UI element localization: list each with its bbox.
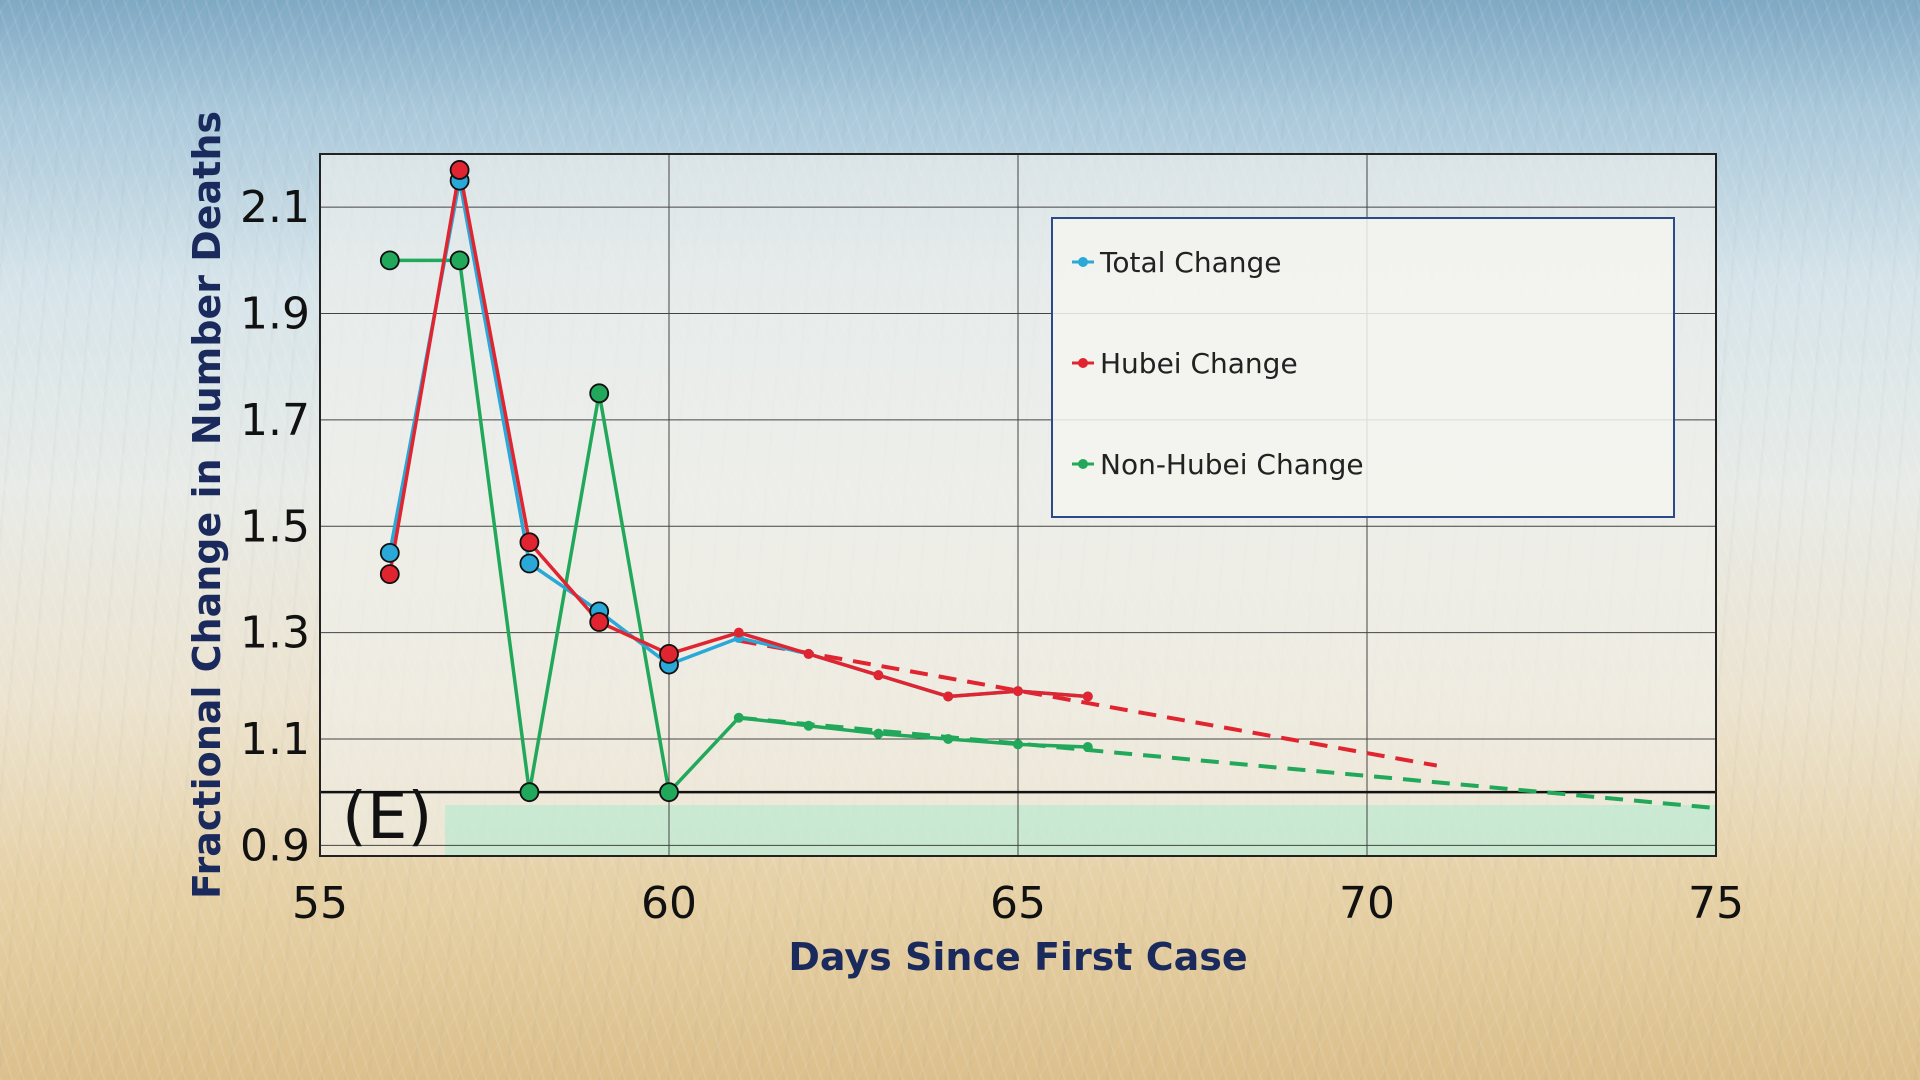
trend-line bbox=[738, 715, 1717, 811]
data-point bbox=[519, 782, 540, 803]
below-one-band bbox=[445, 805, 1716, 856]
plot-frame bbox=[319, 153, 1717, 857]
y-tick-label: 1.9 bbox=[240, 289, 310, 340]
data-point bbox=[733, 627, 744, 638]
data-point bbox=[733, 712, 744, 723]
data-point bbox=[943, 734, 954, 744]
data-point bbox=[803, 720, 814, 731]
x-tick-label: 55 bbox=[292, 878, 348, 929]
data-point bbox=[519, 532, 540, 553]
data-point bbox=[873, 728, 884, 739]
data-point bbox=[1013, 686, 1023, 697]
data-point bbox=[449, 250, 470, 271]
data-point bbox=[589, 383, 610, 404]
y-tick-label: 0.9 bbox=[240, 820, 310, 871]
legend-item-total: Total Change bbox=[1072, 246, 1282, 279]
trend-line bbox=[738, 638, 1438, 768]
legend-item-hubei: Hubei Change bbox=[1072, 347, 1298, 380]
x-axis-label: Days Since First Case bbox=[788, 935, 1247, 979]
data-series bbox=[379, 160, 1093, 803]
legend-marker-total bbox=[1078, 257, 1088, 267]
data-point bbox=[589, 612, 610, 632]
legend-item-non-hubei: Non-Hubei Change bbox=[1072, 448, 1364, 481]
panel-label: (E) bbox=[342, 780, 432, 854]
data-point bbox=[379, 542, 400, 563]
x-tick-label: 60 bbox=[641, 878, 697, 929]
legend-marker-hubei bbox=[1078, 358, 1088, 368]
legend-marker-non-hubei bbox=[1078, 459, 1088, 469]
data-point bbox=[659, 782, 679, 803]
data-point bbox=[1013, 739, 1023, 750]
data-point bbox=[943, 691, 954, 702]
data-point bbox=[379, 564, 400, 585]
trend-lines bbox=[738, 638, 1717, 811]
data-point bbox=[519, 553, 540, 574]
data-point bbox=[659, 644, 679, 664]
data-point bbox=[449, 160, 470, 180]
tick-labels: 55 60 65 70 75 0.9 1.1 1.3 1.5 1.7 1.9 2.1 bbox=[240, 182, 1744, 929]
y-tick-label: 1.3 bbox=[240, 608, 310, 659]
data-point bbox=[873, 670, 884, 681]
x-tick-label: 65 bbox=[990, 878, 1046, 929]
legend: Total Change Hubei Change Non-Hubei Chan… bbox=[1051, 217, 1675, 518]
legend-label-non-hubei: Non-Hubei Change bbox=[1100, 448, 1364, 481]
y-tick-label: 1.5 bbox=[240, 501, 310, 552]
x-tick-label: 75 bbox=[1688, 878, 1744, 929]
y-tick-label: 1.7 bbox=[240, 395, 310, 446]
x-tick-label: 70 bbox=[1339, 878, 1395, 929]
y-tick-label: 2.1 bbox=[240, 182, 310, 233]
legend-label-hubei: Hubei Change bbox=[1100, 347, 1298, 380]
legend-box bbox=[1051, 217, 1675, 518]
y-axis-label: Fractional Change in Number Deaths bbox=[185, 111, 229, 899]
legend-label-total: Total Change bbox=[1099, 246, 1282, 279]
data-point bbox=[379, 250, 400, 271]
data-point bbox=[803, 648, 814, 659]
data-point bbox=[1082, 691, 1093, 702]
data-point bbox=[1082, 741, 1093, 752]
y-tick-label: 1.1 bbox=[240, 714, 310, 765]
